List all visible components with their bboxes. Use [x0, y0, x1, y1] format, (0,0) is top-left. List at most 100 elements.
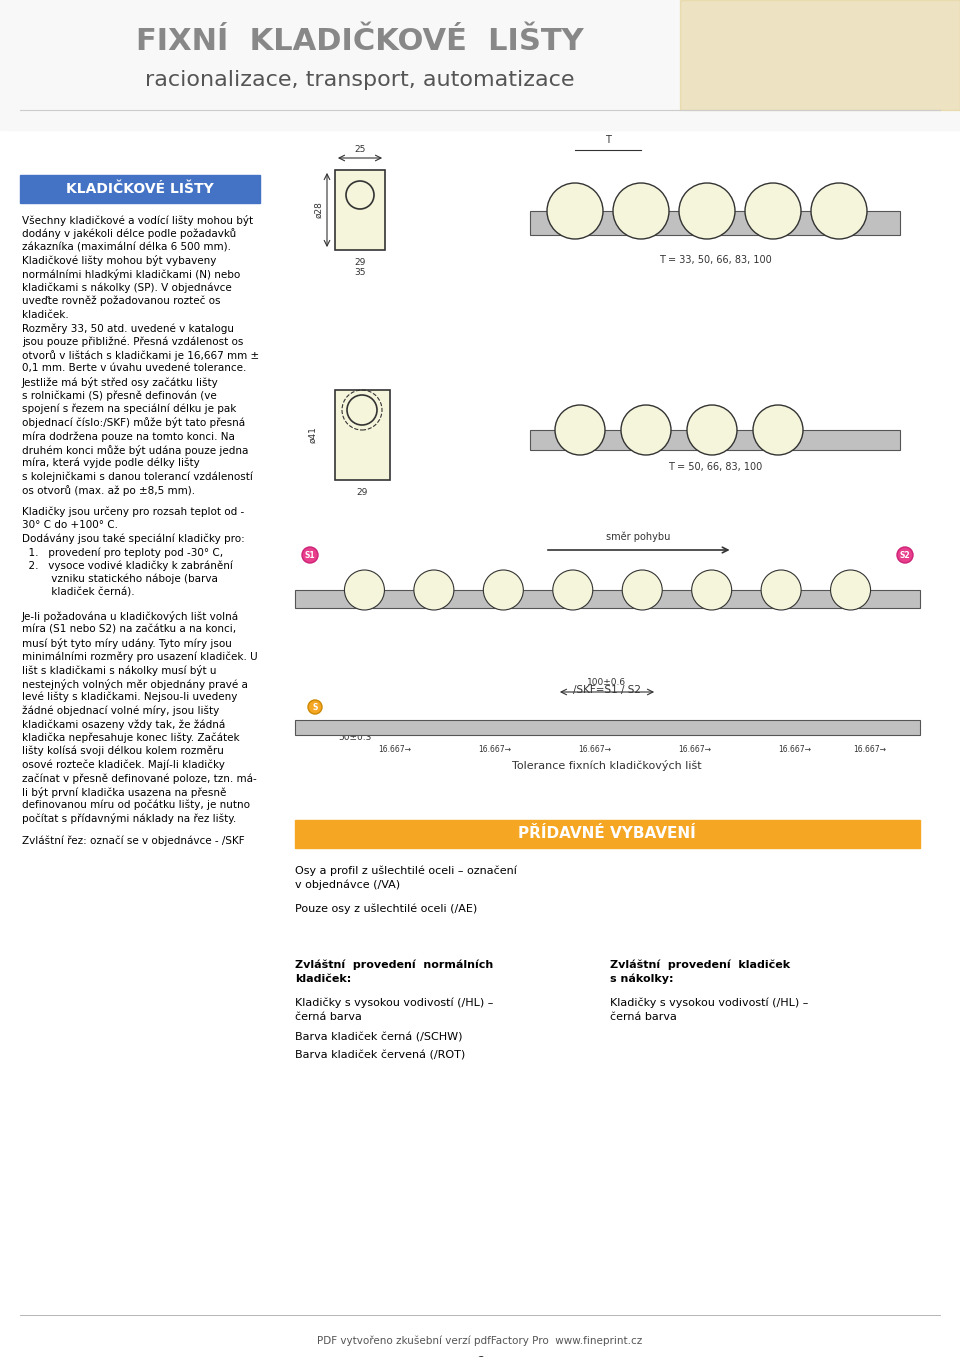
Circle shape	[811, 183, 867, 239]
Text: Rozměry 33, 50 atd. uvedené v katalogu: Rozměry 33, 50 atd. uvedené v katalogu	[22, 323, 234, 334]
Text: S1: S1	[304, 551, 315, 559]
Text: míra (S1 nebo S2) na začátku a na konci,: míra (S1 nebo S2) na začátku a na konci,	[22, 624, 236, 635]
Bar	[0, 0, 960, 130]
Circle shape	[691, 570, 732, 611]
Text: Zvláštní řez: označí se v objednávce - /SKF: Zvláštní řez: označí se v objednávce - /…	[22, 835, 245, 845]
Bar	[530, 430, 900, 451]
Text: T = 50, 66, 83, 100: T = 50, 66, 83, 100	[668, 461, 762, 472]
Text: 16.667→: 16.667→	[378, 745, 412, 754]
Text: PDF vytvořeno zkušební verzí pdfFactory Pro  www.fineprint.cz: PDF vytvořeno zkušební verzí pdfFactory …	[318, 1335, 642, 1346]
Text: začínat v přesně definované poloze, tzn. má-: začínat v přesně definované poloze, tzn.…	[22, 773, 256, 783]
Circle shape	[622, 570, 662, 611]
Text: lišty kolísá svoji délkou kolem rozměru: lišty kolísá svoji délkou kolem rozměru	[22, 746, 224, 756]
Text: T = 33, 50, 66, 83, 100: T = 33, 50, 66, 83, 100	[659, 255, 772, 265]
Text: ø41: ø41	[308, 426, 317, 444]
Text: 16.667→: 16.667→	[853, 745, 886, 754]
Circle shape	[345, 570, 384, 611]
Circle shape	[308, 700, 322, 714]
Text: černá barva: černá barva	[295, 1012, 362, 1022]
Bar	[295, 721, 920, 735]
Circle shape	[483, 570, 523, 611]
Text: Barva kladiček červená (/ROT): Barva kladiček červená (/ROT)	[295, 1050, 466, 1060]
Circle shape	[830, 570, 871, 611]
Text: spojení s řezem na speciální délku je pak: spojení s řezem na speciální délku je pa…	[22, 404, 236, 414]
Text: racionalizace, transport, automatizace: racionalizace, transport, automatizace	[145, 71, 575, 90]
Bar	[295, 820, 920, 848]
Text: Zvláštní  provedení  normálních: Zvláštní provedení normálních	[295, 959, 493, 970]
Text: zákazníka (maximální délka 6 500 mm).: zákazníka (maximální délka 6 500 mm).	[22, 242, 231, 252]
Text: Kladičky s vysokou vodivostí (/HL) –: Kladičky s vysokou vodivostí (/HL) –	[610, 997, 808, 1008]
Circle shape	[897, 547, 913, 563]
Text: 1.   provedení pro teploty pod -30° C,: 1. provedení pro teploty pod -30° C,	[22, 547, 223, 558]
Text: KLADIČKOVÉ LIŠTY: KLADIČKOVÉ LIŠTY	[66, 182, 214, 195]
Bar	[335, 170, 385, 250]
Text: musí být tyto míry udány. Tyto míry jsou: musí být tyto míry udány. Tyto míry jsou	[22, 638, 232, 649]
Text: uveďte rovněž požadovanou rozteč os: uveďte rovněž požadovanou rozteč os	[22, 296, 221, 307]
Text: s kolejničkami s danou tolerancí vzdáleností: s kolejničkami s danou tolerancí vzdálen…	[22, 471, 252, 482]
Circle shape	[547, 183, 603, 239]
Text: kladičkami s nákolky (SP). V objednávce: kladičkami s nákolky (SP). V objednávce	[22, 282, 231, 293]
Text: s nákolky:: s nákolky:	[610, 974, 674, 984]
Circle shape	[555, 404, 605, 455]
Text: Je-li požadována u kladičkových lišt volná: Je-li požadována u kladičkových lišt vol…	[22, 611, 239, 622]
Text: počítat s přídavnými náklady na řez lišty.: počítat s přídavnými náklady na řez lišt…	[22, 813, 236, 825]
Bar	[20, 175, 260, 204]
Text: levé lišty s kladičkami. Nejsou-li uvedeny: levé lišty s kladičkami. Nejsou-li uvede…	[22, 692, 237, 703]
Text: FIXNÍ  KLADIČKOVÉ  LIŠTY: FIXNÍ KLADIČKOVÉ LIŠTY	[136, 27, 584, 57]
Text: s rolničkami (S) přesně definován (ve: s rolničkami (S) přesně definován (ve	[22, 391, 217, 402]
Bar	[295, 590, 920, 608]
Bar	[680, 0, 960, 110]
Text: 100±0.6: 100±0.6	[588, 678, 627, 687]
Circle shape	[414, 570, 454, 611]
Text: 16.667→: 16.667→	[779, 745, 811, 754]
Text: míra, která vyjde podle délky lišty: míra, která vyjde podle délky lišty	[22, 459, 200, 468]
Text: /SKF=S1 / S2: /SKF=S1 / S2	[573, 685, 641, 695]
Text: 29: 29	[356, 489, 368, 497]
Text: 29: 29	[354, 258, 366, 267]
Text: žádné objednací volné míry, jsou lišty: žádné objednací volné míry, jsou lišty	[22, 706, 219, 716]
Text: jsou pouze přibližné. Přesná vzdálenost os: jsou pouze přibližné. Přesná vzdálenost …	[22, 337, 244, 347]
Text: nestejných volných měr objednány pravé a: nestejných volných měr objednány pravé a	[22, 678, 248, 689]
Text: 16.667→: 16.667→	[478, 745, 512, 754]
Circle shape	[753, 404, 803, 455]
Circle shape	[679, 183, 735, 239]
Text: kladiček:: kladiček:	[295, 974, 351, 984]
Text: 30° C do +100° C.: 30° C do +100° C.	[22, 520, 118, 531]
Text: dodány v jakékoli délce podle požadavků: dodány v jakékoli délce podle požadavků	[22, 228, 236, 239]
Text: Dodávány jsou také speciální kladičky pro:: Dodávány jsou také speciální kladičky pr…	[22, 533, 245, 544]
Text: kladiček černá).: kladiček černá).	[22, 588, 134, 597]
Text: 2.   vysoce vodivé kladičky k zabránění: 2. vysoce vodivé kladičky k zabránění	[22, 560, 233, 571]
Text: 50±0.3: 50±0.3	[338, 733, 372, 742]
Text: os otvorů (max. až po ±8,5 mm).: os otvorů (max. až po ±8,5 mm).	[22, 484, 195, 495]
Text: Jestliže má být střed osy začátku lišty: Jestliže má být střed osy začátku lišty	[22, 377, 219, 388]
Text: vzniku statického náboje (barva: vzniku statického náboje (barva	[22, 574, 218, 585]
Circle shape	[613, 183, 669, 239]
Text: osové rozteče kladiček. Mají-li kladičky: osové rozteče kladiček. Mají-li kladičky	[22, 760, 225, 769]
Text: ø28: ø28	[314, 202, 323, 218]
Text: otvorů v lištách s kladičkami je 16,667 mm ±: otvorů v lištách s kladičkami je 16,667 …	[22, 350, 259, 361]
Text: 0,1 mm. Berte v úvahu uvedené tolerance.: 0,1 mm. Berte v úvahu uvedené tolerance.	[22, 364, 247, 373]
Text: lišt s kladičkami s nákolky musí být u: lišt s kladičkami s nákolky musí být u	[22, 665, 217, 676]
Text: v objednávce (/VA): v objednávce (/VA)	[295, 879, 400, 889]
Text: černá barva: černá barva	[610, 1012, 677, 1022]
Circle shape	[347, 395, 377, 425]
Bar	[530, 210, 900, 235]
Text: PŘÍDAVNÉ VYBAVENÍ: PŘÍDAVNÉ VYBAVENÍ	[518, 826, 696, 841]
Text: 6: 6	[475, 1356, 485, 1357]
Circle shape	[553, 570, 592, 611]
Bar	[335, 389, 390, 480]
Circle shape	[761, 570, 801, 611]
Text: Pouze osy z ušlechtilé oceli (/AE): Pouze osy z ušlechtilé oceli (/AE)	[295, 902, 477, 913]
Text: Zvláštní  provedení  kladiček: Zvláštní provedení kladiček	[610, 959, 790, 970]
Circle shape	[687, 404, 737, 455]
Text: 25: 25	[354, 145, 366, 153]
Circle shape	[346, 180, 374, 209]
Text: míra dodržena pouze na tomto konci. Na: míra dodržena pouze na tomto konci. Na	[22, 432, 235, 441]
Circle shape	[745, 183, 801, 239]
Text: S2: S2	[900, 551, 910, 559]
Text: Kladičky jsou určeny pro rozsah teplot od -: Kladičky jsou určeny pro rozsah teplot o…	[22, 506, 244, 517]
Text: minimálními rozměry pro usazení kladiček. U: minimálními rozměry pro usazení kladiček…	[22, 651, 257, 662]
Text: normálními hladkými kladičkami (N) nebo: normálními hladkými kladičkami (N) nebo	[22, 269, 240, 280]
Text: Kladičkové lišty mohou být vybaveny: Kladičkové lišty mohou být vybaveny	[22, 255, 216, 266]
Text: objednací číslo:/SKF) může být tato přesná: objednací číslo:/SKF) může být tato přes…	[22, 418, 245, 429]
